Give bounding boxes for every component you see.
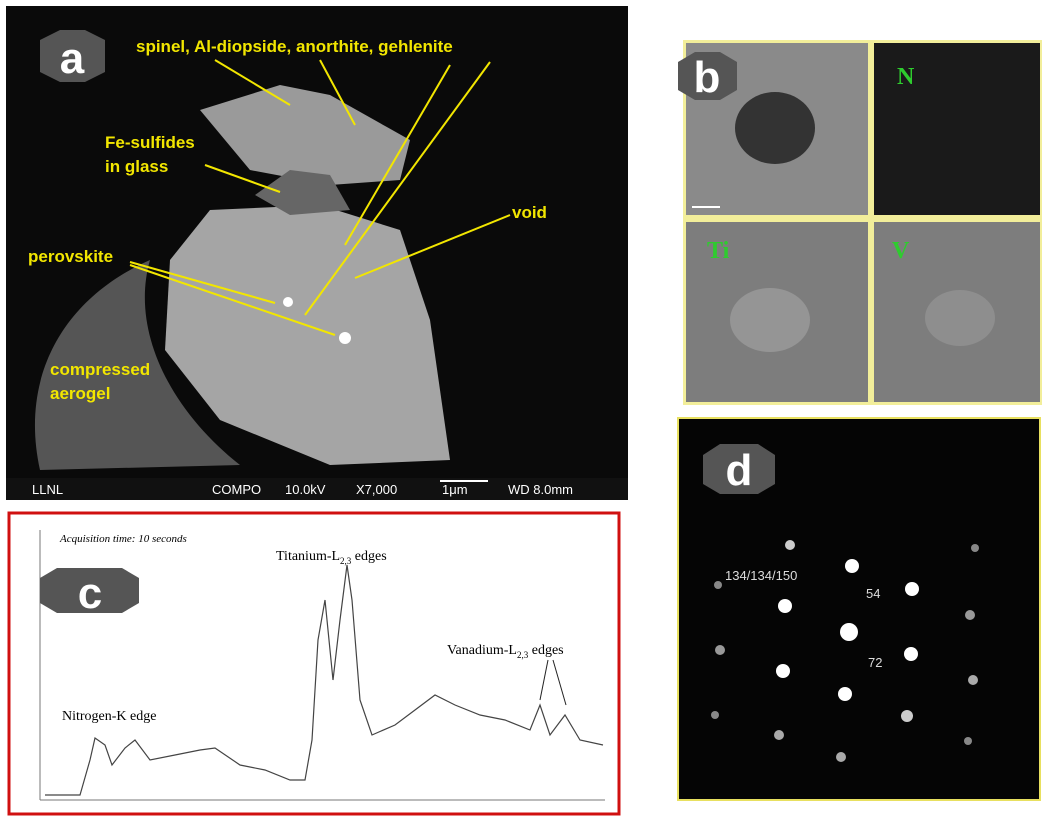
panel-c: c Acquisition time: 10 seconds Titanium-… [9,513,619,814]
panel-label: a [60,34,85,83]
edge-text: Titanium-L [276,549,340,564]
edge-sub: 2,3 [340,556,352,566]
zone-index: 134/134/150 [725,568,797,583]
acquisition-note: Acquisition time: 10 seconds [59,533,187,545]
footer-text: X7,000 [356,482,397,497]
perovskite-spot [283,297,293,307]
zone-index: 54 [866,586,880,601]
panel-d: d 134/134/150 54 72 [678,418,1040,800]
panel-a: a spinel, Al-diopside, anorthite, gehlen… [6,6,628,500]
panel-b: b N Ti V [678,40,1042,405]
annotation: compressed [50,360,150,379]
footer-text: LLNL [32,482,63,497]
panel-label: d [726,446,753,495]
edge-label: Titanium-L2,3 edges [276,549,387,566]
edge-text: edges [351,549,386,564]
footer-text: 10.0kV [285,482,326,497]
figure: a spinel, Al-diopside, anorthite, gehlen… [0,0,1042,818]
annotation: in glass [105,157,168,176]
edge-sub: 2,3 [517,650,529,660]
element-label: Ti [707,238,730,264]
annotation: spinel, Al-diopside, anorthite, gehlenit… [136,37,453,56]
annotation: Fe-sulfides [105,133,195,152]
element-label: V [892,238,910,264]
footer-text: 1μm [442,482,468,497]
edge-text: edges [528,643,563,658]
edge-label: Vanadium-L2,3 edges [447,643,564,660]
map-blob [925,290,995,346]
map-blob [730,288,810,352]
inclusion [735,92,815,164]
annotation: void [512,203,547,222]
annotation: aerogel [50,384,110,403]
edge-label: Nitrogen-K edge [62,709,156,724]
zone-index: 72 [868,655,882,670]
annotation: perovskite [28,247,113,266]
perovskite-spot [339,332,351,344]
footer-text: COMPO [212,482,261,497]
element-label: N [897,64,915,90]
edge-text: Vanadium-L [447,643,517,658]
panel-label: c [78,569,102,618]
panel-label: b [694,53,721,102]
footer-text: WD 8.0mm [508,482,573,497]
